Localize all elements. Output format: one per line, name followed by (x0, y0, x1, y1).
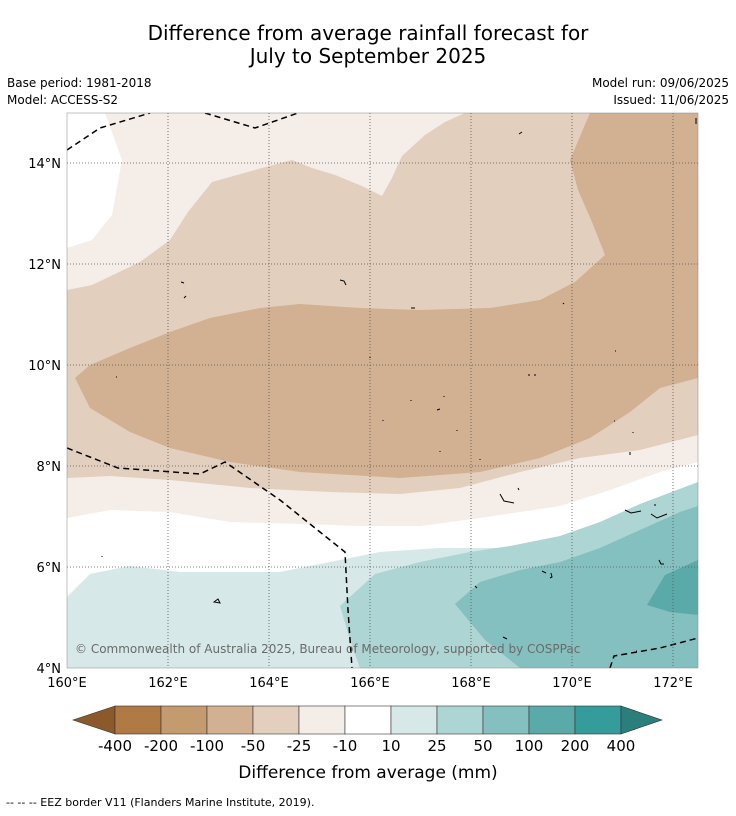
lat-label: 6°N (37, 561, 62, 576)
lon-label: 164°E (249, 676, 289, 691)
lon-label: 160°E (47, 676, 87, 691)
islands (101, 118, 697, 652)
colorbar-label: Difference from average (mm) (238, 763, 497, 783)
band-neutral-mid (67, 462, 698, 596)
lon-label: 166°E (350, 676, 390, 691)
band-pos100 (647, 560, 698, 615)
title-line-2: July to September 2025 (249, 44, 487, 68)
eez-border-north-west (67, 113, 151, 151)
colorbar-swatch (482, 705, 530, 735)
lon-label: 170°E (552, 676, 592, 691)
lat-label: 12°N (28, 258, 61, 273)
meta-right: Model run: 09/06/2025 Issued: 11/06/2025 (592, 75, 729, 109)
colorbar: -400 -200 -100 -50 -25 -10 10 25 50 100 200 400 (72, 705, 663, 755)
colorbar-tick-label: -25 (287, 737, 312, 755)
band-pos50 (455, 506, 698, 668)
lat-axis: 14°N 12°N 10°N 8°N 6°N 4°N (28, 157, 61, 677)
copyright-note: © Commonwealth of Australia 2025, Bureau… (75, 642, 580, 656)
colorbar-tick-label: -10 (333, 737, 358, 755)
colorbar-tick-label: 25 (427, 737, 446, 755)
colorbar-tick-label: 50 (473, 737, 492, 755)
colorbar-swatch (252, 705, 300, 735)
band-neg100 (75, 113, 698, 478)
colorbar-tick-label: -200 (144, 737, 178, 755)
colorbar-tick-label: 400 (607, 737, 636, 755)
colorbar-tick-label: 200 (561, 737, 590, 755)
colorbar-arrow-right (620, 705, 663, 735)
title-line-1: Difference from average rainfall forecas… (147, 21, 589, 45)
eez-border-north (204, 113, 299, 129)
rainfall-map: © Commonwealth of Australia 2025, Bureau… (67, 113, 698, 668)
colorbar-tick-label: -400 (98, 737, 132, 755)
colorbar-tick-label: -100 (190, 737, 224, 755)
meta-left: Base period: 1981-2018 Model: ACCESS-S2 (7, 75, 152, 109)
lon-label: 168°E (451, 676, 491, 691)
chart-title: Difference from average rainfall forecas… (0, 22, 736, 68)
colorbar-arrow-left (72, 705, 116, 735)
eez-border-south-east (609, 637, 698, 668)
lon-label: 172°E (653, 676, 693, 691)
model-run: Model run: 09/06/2025 (591, 76, 729, 90)
issued-date: Issued: 11/06/2025 (613, 93, 729, 107)
map-frame (66, 112, 699, 669)
colorbar-swatch (390, 705, 438, 735)
colorbar-tick-label: 10 (381, 737, 400, 755)
lat-label: 4°N (37, 662, 62, 677)
lon-axis: 160°E 162°E 164°E 166°E 168°E 170°E 172°… (47, 676, 693, 691)
colorbar-swatch (114, 705, 162, 735)
colorbar-swatch (436, 705, 484, 735)
gridlines (67, 113, 698, 668)
colorbar-swatch (344, 705, 392, 735)
colorbar-tick-label: -50 (241, 737, 266, 755)
colorbar-swatch (160, 705, 208, 735)
lat-label: 14°N (28, 157, 61, 172)
colorbar-tick-label: 100 (515, 737, 544, 755)
colorbar-swatch (528, 705, 576, 735)
base-period: Base period: 1981-2018 (7, 76, 152, 90)
lat-label: 8°N (37, 460, 62, 475)
colorbar-swatch (206, 705, 254, 735)
model-name: Model: ACCESS-S2 (7, 93, 119, 107)
eez-border-marshall (67, 447, 353, 668)
lat-label: 10°N (28, 359, 61, 374)
eez-legend: -- -- -- EEZ border V11 (Flanders Marine… (6, 796, 315, 809)
colorbar-swatch (574, 705, 622, 735)
lon-label: 162°E (148, 676, 188, 691)
band-neutral-topleft (67, 113, 122, 248)
colorbar-swatch (298, 705, 346, 735)
